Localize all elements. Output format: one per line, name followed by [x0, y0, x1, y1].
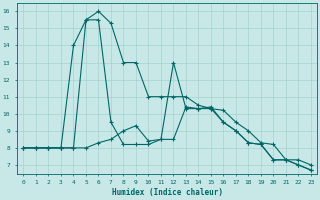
X-axis label: Humidex (Indice chaleur): Humidex (Indice chaleur): [112, 188, 223, 197]
